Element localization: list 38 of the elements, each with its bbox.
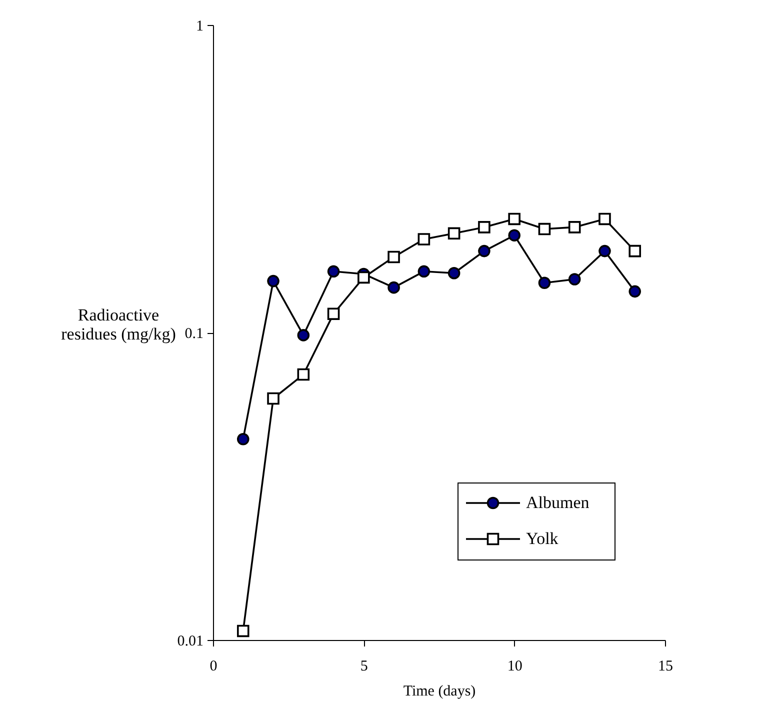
point [478, 244, 490, 258]
point [327, 308, 340, 320]
y-axis-title: Radioactive residues (mg/kg) [61, 306, 176, 344]
point [628, 244, 642, 258]
point [388, 250, 400, 264]
point [267, 392, 280, 405]
point [598, 212, 611, 226]
y-tick-label: 0.01 [177, 634, 204, 650]
x-axis-title: Time (days) [403, 684, 476, 700]
legend-label: Albumen [526, 493, 590, 512]
x-tick-label: 10 [507, 658, 522, 674]
x-tick-label: 5 [360, 658, 368, 674]
point [297, 368, 310, 381]
point [358, 271, 370, 284]
legend-label: Yolk [526, 529, 559, 548]
point [418, 265, 430, 278]
y-tick-label: 1 [196, 18, 204, 34]
y-tick-label: 0.1 [184, 326, 204, 342]
point [236, 433, 250, 446]
x-tick-label: 0 [210, 658, 218, 674]
point [538, 222, 551, 236]
point [418, 233, 430, 246]
point [538, 276, 551, 290]
point [297, 329, 310, 342]
point [508, 212, 520, 226]
point [388, 281, 400, 294]
point [568, 221, 581, 234]
point [448, 227, 460, 240]
point [236, 624, 250, 638]
point [628, 285, 642, 298]
x-tick-label: 15 [658, 658, 673, 674]
point [568, 273, 581, 286]
point [508, 229, 520, 242]
point [598, 244, 611, 258]
point [327, 265, 340, 278]
point [267, 274, 280, 288]
point [448, 266, 460, 280]
point [478, 221, 490, 234]
